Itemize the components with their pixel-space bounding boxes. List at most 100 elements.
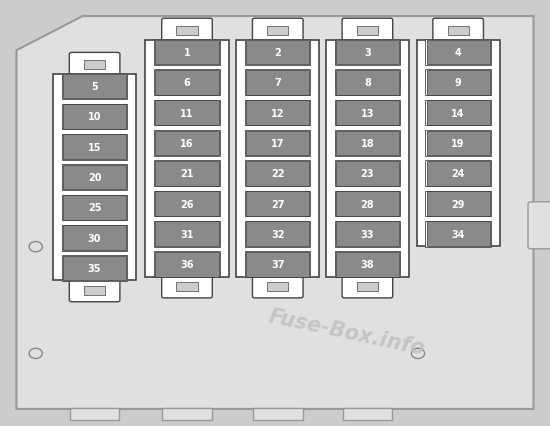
Bar	[154, 101, 220, 126]
FancyBboxPatch shape	[342, 19, 393, 42]
Bar	[84, 286, 105, 295]
Bar	[427, 192, 490, 216]
Text: 2: 2	[274, 48, 281, 58]
Bar	[253, 408, 302, 420]
Bar	[156, 192, 219, 216]
Bar	[156, 40, 219, 65]
Text: 35: 35	[88, 263, 101, 273]
Text: 36: 36	[180, 259, 194, 270]
Bar	[62, 225, 127, 251]
FancyBboxPatch shape	[162, 19, 212, 42]
Bar	[336, 71, 399, 95]
Text: 7: 7	[274, 78, 281, 88]
Text: 32: 32	[271, 229, 284, 239]
Bar	[336, 101, 399, 126]
FancyBboxPatch shape	[342, 275, 393, 298]
Bar	[426, 222, 491, 247]
Text: 9: 9	[455, 78, 461, 88]
Text: 28: 28	[361, 199, 374, 209]
Bar	[162, 408, 212, 420]
Bar	[246, 101, 309, 126]
Bar	[426, 191, 491, 217]
Bar	[245, 131, 310, 156]
Bar	[62, 74, 127, 100]
Text: 18: 18	[361, 138, 374, 149]
Text: 23: 23	[361, 169, 374, 179]
Bar	[63, 165, 126, 190]
Bar	[326, 40, 409, 277]
Text: Fuse-Box.info: Fuse-Box.info	[266, 306, 427, 359]
FancyBboxPatch shape	[252, 275, 303, 298]
Bar	[245, 40, 310, 66]
Bar	[177, 27, 197, 35]
Bar	[246, 40, 309, 65]
Bar	[156, 161, 219, 186]
Text: 14: 14	[452, 108, 465, 118]
Bar	[156, 101, 219, 126]
Bar	[334, 101, 400, 126]
Bar	[156, 131, 219, 156]
Bar	[246, 222, 309, 247]
Bar	[448, 27, 469, 35]
Bar	[426, 161, 491, 187]
Bar	[426, 70, 491, 96]
Bar	[62, 195, 127, 221]
Text: 6: 6	[184, 78, 190, 88]
Bar	[62, 135, 127, 160]
Text: 37: 37	[271, 259, 284, 270]
Bar	[426, 101, 491, 126]
FancyBboxPatch shape	[433, 19, 483, 42]
Bar	[63, 75, 126, 99]
Text: 12: 12	[271, 108, 284, 118]
Text: 25: 25	[88, 203, 101, 213]
Text: 34: 34	[452, 229, 465, 239]
Bar	[236, 40, 319, 277]
Bar	[427, 131, 490, 156]
Bar	[63, 226, 126, 250]
FancyBboxPatch shape	[528, 202, 550, 249]
Bar	[417, 40, 499, 247]
Bar	[427, 71, 490, 95]
Bar	[267, 282, 288, 291]
Text: 17: 17	[271, 138, 284, 149]
Polygon shape	[16, 17, 534, 409]
Bar	[336, 222, 399, 247]
Bar	[154, 191, 220, 217]
Text: 20: 20	[88, 173, 101, 183]
Bar	[427, 40, 490, 65]
Bar	[334, 131, 400, 156]
Bar	[336, 252, 399, 277]
Bar	[357, 282, 378, 291]
Text: 33: 33	[361, 229, 374, 239]
Circle shape	[29, 348, 42, 359]
Bar	[245, 161, 310, 187]
Bar	[334, 70, 400, 96]
Bar	[357, 27, 378, 35]
FancyBboxPatch shape	[69, 279, 120, 302]
Circle shape	[29, 242, 42, 252]
Bar	[426, 131, 491, 156]
Bar	[154, 252, 220, 277]
Text: 19: 19	[452, 138, 465, 149]
FancyBboxPatch shape	[162, 275, 212, 298]
Bar	[154, 161, 220, 187]
Bar	[336, 161, 399, 186]
Text: 15: 15	[88, 142, 101, 153]
Bar	[245, 222, 310, 247]
Bar	[336, 131, 399, 156]
Bar	[84, 61, 105, 69]
Text: 8: 8	[364, 78, 371, 88]
Text: 24: 24	[452, 169, 465, 179]
Bar	[426, 40, 491, 66]
Bar	[427, 161, 490, 186]
Bar	[53, 75, 136, 281]
Bar	[246, 252, 309, 277]
Bar	[63, 135, 126, 160]
Bar	[70, 408, 119, 420]
Bar	[154, 40, 220, 66]
Bar	[154, 222, 220, 247]
Bar	[246, 131, 309, 156]
Text: 38: 38	[361, 259, 374, 270]
Text: 31: 31	[180, 229, 194, 239]
Bar	[334, 191, 400, 217]
